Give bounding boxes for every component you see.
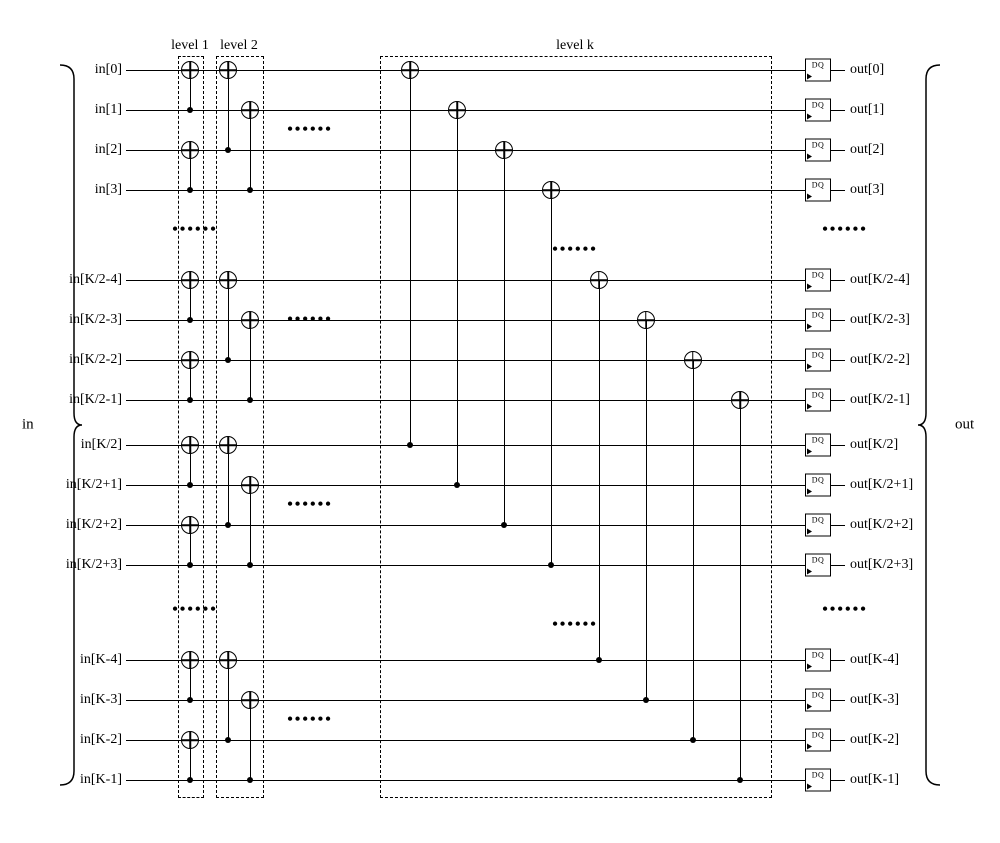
in-brace-label: in bbox=[22, 417, 34, 434]
out-brace-label: out bbox=[955, 417, 974, 434]
diagram-canvas: in[0]DQout[0]in[1]DQout[1]in[2]DQout[2]i… bbox=[20, 20, 980, 823]
brace-icon bbox=[20, 20, 980, 823]
